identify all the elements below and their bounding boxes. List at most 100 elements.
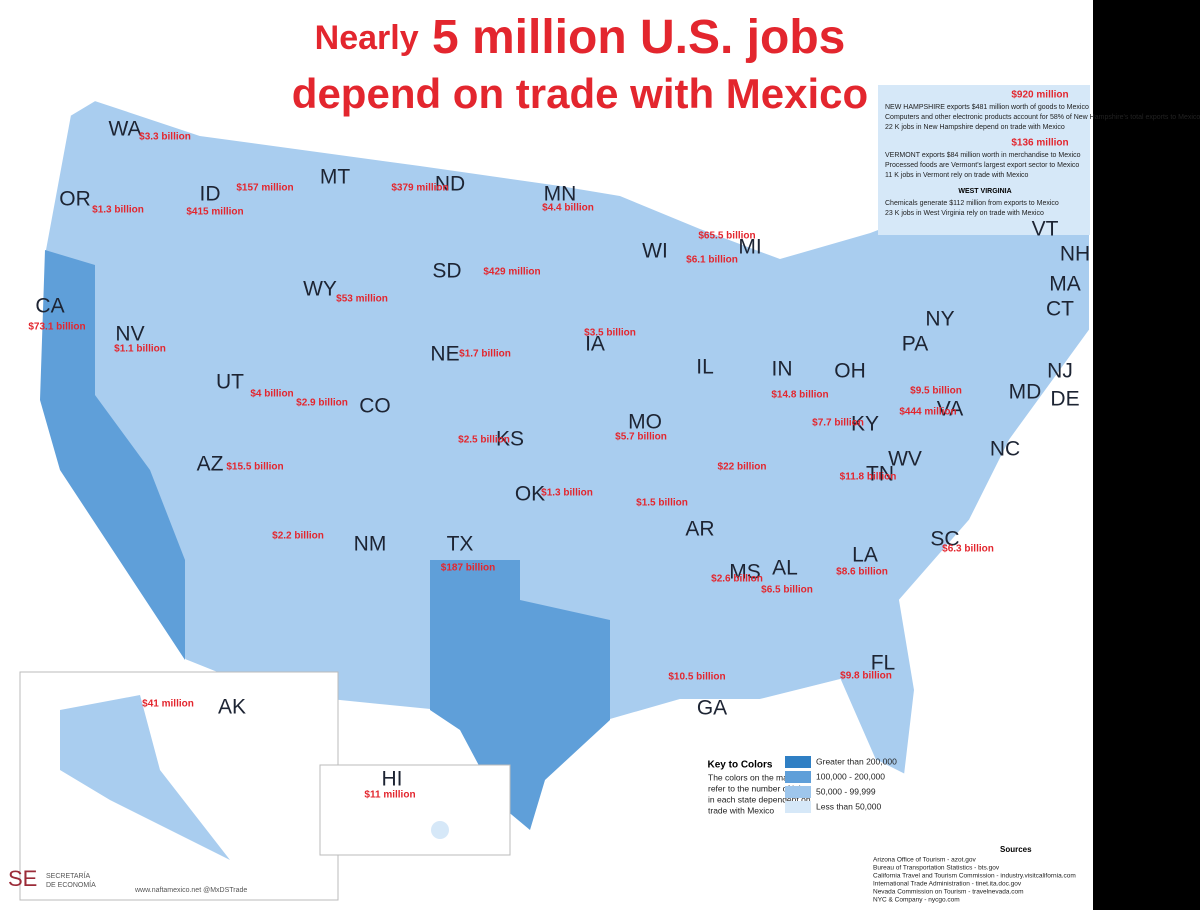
state-abbr: MS <box>729 561 761 584</box>
key-text: refer to the number of jobs <box>708 783 808 793</box>
title-part: Nearly <box>315 19 419 57</box>
state-abbr: PA <box>902 333 928 356</box>
state-abbr: CA <box>35 295 64 318</box>
state-abbr: MI <box>738 236 761 259</box>
state-export-value: $379 million <box>391 183 448 194</box>
state-export-value: $6.3 billion <box>942 544 994 555</box>
state-abbr: AL <box>772 557 798 580</box>
sources-title: Sources <box>1000 845 1032 854</box>
state-export-value: $7.7 billion <box>812 418 864 429</box>
key-label: Less than 50,000 <box>816 801 881 811</box>
state-export-value: $53 million <box>336 294 388 305</box>
state-export-value: $3.3 billion <box>139 132 191 143</box>
state-abbr: NM <box>354 533 387 556</box>
logo: SE <box>8 866 37 891</box>
state-abbr: WY <box>303 278 337 301</box>
source-line: Arizona Office of Tourism - azot.gov <box>873 857 976 864</box>
state-export-value: $3.5 billion <box>584 328 636 339</box>
state-export-value: $2.6 billion <box>711 574 763 585</box>
state-abbr: KY <box>851 413 879 436</box>
state-abbr: NC <box>990 438 1020 461</box>
state-export-value: $187 billion <box>441 563 495 574</box>
state-export-value: $444 million <box>899 407 956 418</box>
state-abbr: DE <box>1050 388 1079 411</box>
state-abbr: AZ <box>197 453 224 476</box>
panel-line: 11 K jobs in Vermont rely on trade with … <box>885 172 1029 179</box>
panel-value: $920 million <box>1011 90 1068 101</box>
state-abbr: VT <box>1032 218 1059 241</box>
state-export-value: $157 million <box>236 183 293 194</box>
state-export-value: $10.5 billion <box>668 672 725 683</box>
edge-bar <box>1093 0 1200 910</box>
state-abbr: TX <box>447 533 474 556</box>
key-swatch <box>785 771 811 783</box>
state-abbr: NV <box>115 323 144 346</box>
state-export-value: $429 million <box>483 267 540 278</box>
state-abbr: OK <box>515 483 545 506</box>
state-export-value: $1.1 billion <box>114 344 166 355</box>
source-line: NYC & Company - nycgo.com <box>873 897 960 904</box>
state-abbr: IA <box>585 333 605 356</box>
state-abbr: CT <box>1046 298 1074 321</box>
state-export-value: $415 million <box>186 207 243 218</box>
state-export-value: $6.1 billion <box>686 255 738 266</box>
title: Nearly 5 million U.S. jobs <box>315 11 846 64</box>
key-label: 100,000 - 200,000 <box>816 771 885 781</box>
state-abbr: GA <box>697 697 727 720</box>
state-export-value: $4.4 billion <box>542 203 594 214</box>
panel-line: NEW HAMPSHIRE exports $481 million worth… <box>885 104 1089 111</box>
side-panel <box>878 85 1090 235</box>
state-export-value: $1.3 billion <box>92 205 144 216</box>
state-abbr: SD <box>432 260 461 283</box>
key-swatch <box>785 756 811 768</box>
state-export-value: $65.5 billion <box>698 231 755 242</box>
key-title: Key to Colors <box>707 760 772 771</box>
agency-name: SECRETARÍA <box>46 871 91 880</box>
panel-heading: WEST VIRGINIA <box>958 188 1011 195</box>
title-line2: depend on trade with Mexico <box>292 70 868 117</box>
state-abbr: NJ <box>1047 360 1073 383</box>
state-export-value: $6.5 billion <box>761 585 813 596</box>
state-abbr: ND <box>435 173 465 196</box>
panel-line: 23 K jobs in West Virginia rely on trade… <box>885 210 1044 217</box>
state-export-value: $2.2 billion <box>272 531 324 542</box>
state-abbr: LA <box>852 544 878 567</box>
state-export-value: $1.5 billion <box>636 498 688 509</box>
state-abbr: SC <box>930 528 959 551</box>
source-line: Bureau of Transportation Statistics - bt… <box>873 865 1000 872</box>
state-abbr: IN <box>772 358 793 381</box>
key-swatch <box>785 786 811 798</box>
texas-shade <box>430 560 610 830</box>
state-export-value: $11 million <box>364 790 415 801</box>
state-abbr: WI <box>642 240 668 263</box>
state-export-value: $9.5 billion <box>910 386 962 397</box>
key-text: trade with Mexico <box>708 805 774 815</box>
state-abbr: WV <box>888 448 922 471</box>
panel-value: $136 million <box>1011 138 1068 149</box>
state-abbr: MN <box>544 183 577 206</box>
state-abbr: CO <box>359 395 391 418</box>
state-abbr: ID <box>200 183 221 206</box>
state-abbr: OH <box>834 360 866 383</box>
panel-line: 22 K jobs in New Hampshire depend on tra… <box>885 124 1065 131</box>
state-abbr: MD <box>1009 381 1042 404</box>
state-abbr: HI <box>382 768 403 791</box>
state-export-value: $73.1 billion <box>28 322 85 333</box>
source-line: International Trade Administration - tin… <box>873 881 1022 888</box>
panel-line: Processed foods are Vermont's largest ex… <box>885 162 1079 169</box>
panel-line: Computers and other electronic products … <box>885 114 1200 121</box>
state-export-value: $15.5 billion <box>226 462 283 473</box>
state-export-value: $8.6 billion <box>836 567 888 578</box>
state-abbr: NH <box>1060 243 1090 266</box>
footer-links: www.naftamexico.net @MxDSTrade <box>134 887 247 894</box>
state-export-value: $1.3 billion <box>541 488 593 499</box>
panel-line: Chemicals generate $112 million from exp… <box>885 200 1059 207</box>
state-abbr: NY <box>925 308 954 331</box>
state-abbr: MT <box>320 166 350 189</box>
key-label: 50,000 - 99,999 <box>816 786 876 796</box>
state-export-value: $9.8 billion <box>840 671 892 682</box>
state-abbr: MA <box>1049 273 1081 296</box>
hawaii-shape <box>431 821 449 839</box>
